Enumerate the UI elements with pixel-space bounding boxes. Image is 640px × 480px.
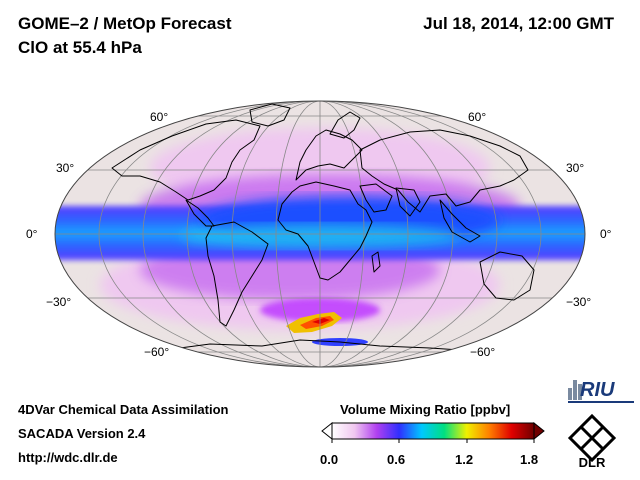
coast-madagascar [371,251,381,273]
graticule-meridian-60 [231,101,409,367]
graticule-meridian-150 [98,101,542,367]
graticule-meridian-120 [142,101,498,367]
lat-label-60n-left: 60° [150,110,168,124]
graticule-meridian-30 [275,101,365,367]
globe-outline [54,100,586,368]
colorbar-tick-label-3: 1.8 [520,452,539,467]
riu-logo-bar-3 [578,384,582,400]
coast-southeast-asia [439,199,481,243]
footer-version: SACADA Version 2.4 [18,426,146,441]
coast-australia [479,251,535,301]
colorbar-tick-label-1: 0.6 [387,452,406,467]
riu-logo: RIU [568,379,634,403]
colorbar-low-arrow [321,421,333,441]
coastlines [111,103,535,367]
coast-asia [359,129,529,213]
coast-north-america [111,119,261,201]
footer-url[interactable]: http://wdc.dlr.de [18,450,118,465]
colorbar-tick-label-0: 0.0 [320,452,339,467]
dlr-logo-text: DLR [579,455,606,468]
footer-method: 4DVar Chemical Data Assimilation [18,402,229,417]
colorbar-tick-label-2: 1.2 [455,452,474,467]
species-level-title: ClO at 55.4 hPa [18,38,142,57]
coast-india [395,187,421,217]
colorbar [321,421,545,443]
colorbar-gradient [331,422,535,440]
lat-label-60s-right: −60° [470,345,495,359]
graticule-meridian-90 [186,101,454,367]
lat-label-equator-left: 0° [26,227,38,241]
product-title: GOME–2 / MetOp Forecast [18,14,232,33]
lat-label-30s-left: −30° [46,295,71,309]
riu-logo-bar-2 [573,380,577,400]
riu-logo-text: RIU [580,379,615,401]
coast-antarctica [149,339,521,367]
lat-label-60n-right: 60° [468,110,486,124]
lat-label-equator-right: 0° [600,227,612,241]
coast-arabia [359,183,393,213]
coast-europe [295,129,363,181]
lat-label-60s-left: −60° [144,345,169,359]
dlr-logo-mark [567,413,617,463]
clo-field-antarctic-red [312,318,330,324]
coast-greenland [249,103,291,127]
coast-south-america [205,221,269,327]
colorbar-high-arrow [533,421,545,441]
dlr-logo: DLR [567,413,617,468]
world-map: 60° 60° 30° 30° 0° 0° −30° −30° −60° −60… [26,100,612,368]
coast-scandinavia [329,111,361,139]
colorbar-title: Volume Mixing Ratio [ppbv] [340,402,511,417]
coast-africa [277,181,373,281]
lat-label-30n-right: 30° [566,161,584,175]
lat-label-30n-left: 30° [56,161,74,175]
forecast-datetime: Jul 18, 2014, 12:00 GMT [423,14,614,33]
graticule [55,101,585,367]
riu-logo-bar-1 [568,388,572,400]
lat-label-30s-right: −30° [566,295,591,309]
